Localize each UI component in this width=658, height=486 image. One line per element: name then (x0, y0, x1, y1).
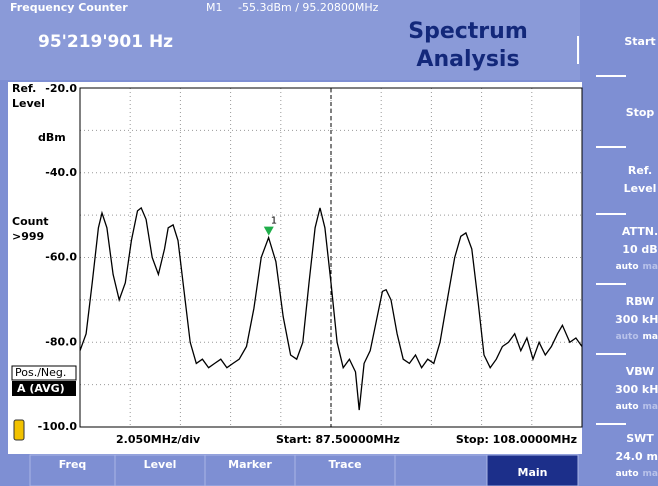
mode[interactable]: man (643, 332, 658, 342)
y-tick-label: -40.0 (45, 166, 77, 179)
y-tick-label: -100.0 (38, 420, 78, 433)
counter-value: 95'219'901 Hz (38, 32, 173, 52)
tab[interactable] (294, 454, 396, 486)
mode-line: automan (616, 262, 658, 272)
plot: -20.0 -40.0 -60.0 -80.0 -100.0 1 2.050MHz/div S… (38, 82, 583, 446)
mode[interactable]: auto (616, 262, 639, 272)
left-labels: Ref. Level dBm Count >999 (12, 82, 66, 243)
menu-text[interactable]: Ref. (628, 164, 652, 177)
menu-button[interactable]: VBW 300 kHz automan (582, 356, 658, 424)
marker-name: M1 (206, 1, 223, 14)
menu-text[interactable]: VBW (626, 365, 654, 378)
menu-button[interactable]: Ref. Level (582, 146, 658, 214)
menu-text[interactable]: 300 kHz (615, 383, 658, 396)
stop-label: Stop: 108.0000MHz (456, 433, 577, 446)
marker-readout: -55.3dBm / 95.20800MHz (238, 1, 379, 14)
mode-line: automan (616, 469, 658, 479)
menu-button[interactable]: Stop (582, 79, 658, 147)
start-label: Start: 87.50000MHz (276, 433, 400, 446)
title: Spectrum (408, 19, 528, 44)
menu-button[interactable]: Start (582, 8, 658, 76)
mode[interactable]: man (643, 469, 658, 479)
trace-mode-box (12, 381, 76, 396)
tab-blank (394, 454, 488, 486)
tab[interactable] (486, 454, 579, 486)
mode[interactable]: auto (616, 469, 639, 479)
y-tick-label: -80.0 (45, 335, 77, 348)
menu-button-bg[interactable] (582, 146, 658, 214)
header-bar (0, 0, 580, 80)
count-label: Count (12, 215, 49, 228)
tab[interactable] (204, 454, 296, 486)
title: Analysis (416, 47, 519, 72)
div-label: 2.050MHz/div (116, 433, 201, 446)
menu-text[interactable]: Level (624, 182, 657, 195)
menu-button[interactable]: SWT 24.0 ms automan (582, 423, 658, 486)
mode[interactable]: auto (616, 332, 639, 342)
unit-label: dBm (38, 131, 66, 144)
menu-text[interactable]: ATTN. (622, 225, 658, 238)
menu-text[interactable]: Stop (626, 106, 655, 119)
trace-mode: A (AVG) (17, 382, 65, 395)
counter-label: Frequency Counter (10, 1, 128, 14)
detector: Pos./Neg. (15, 366, 66, 379)
mode[interactable]: auto (616, 402, 639, 412)
menu-button[interactable]: ATTN. 10 dB automan (582, 216, 658, 284)
menu-text[interactable]: SWT (626, 432, 654, 445)
y-tick-label: -60.0 (45, 251, 77, 264)
bottom-tabs: Freq Level Marker Trace Main (29, 454, 579, 486)
menu-text[interactable]: 24.0 ms (616, 450, 658, 463)
tab[interactable] (29, 454, 116, 486)
mode-line: automan (616, 402, 658, 412)
trace (79, 206, 583, 411)
display-area (8, 82, 582, 454)
menu-text[interactable]: 10 dB (622, 243, 657, 256)
menu-text[interactable]: RBW (626, 295, 654, 308)
mode[interactable]: man (643, 402, 658, 412)
menu-button[interactable]: RBW 300 kHz automan (582, 286, 658, 354)
count-value: >999 (12, 230, 44, 243)
tab-label[interactable]: Marker (228, 458, 272, 471)
level-label: Level (12, 97, 45, 110)
detector-box (11, 365, 77, 381)
battery-icon (13, 419, 25, 441)
y-tick-label: -20.0 (45, 82, 77, 95)
menu-text[interactable]: 300 kHz (615, 313, 658, 326)
marker-label: 1 (271, 216, 277, 227)
tab-label[interactable]: Freq (59, 458, 87, 471)
ref-label: Ref. (12, 82, 36, 95)
menu-text[interactable]: Start (624, 35, 655, 48)
tab-label[interactable]: Trace (328, 458, 361, 471)
mode-line: automan (616, 332, 658, 342)
tab-label[interactable]: Main (518, 466, 548, 479)
tab-label[interactable]: Level (144, 458, 177, 471)
marker (263, 226, 274, 236)
mode[interactable]: man (643, 262, 658, 272)
